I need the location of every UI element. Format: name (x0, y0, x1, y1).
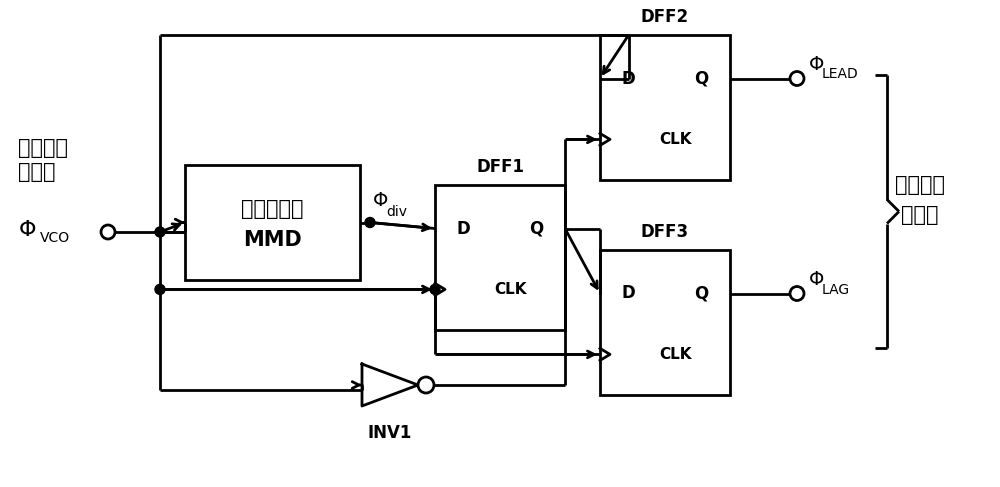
Text: Q: Q (694, 70, 709, 88)
Text: CLK: CLK (494, 282, 527, 297)
Circle shape (430, 284, 440, 295)
Circle shape (365, 218, 375, 227)
Text: 输入端: 输入端 (18, 162, 56, 182)
Text: div: div (386, 206, 407, 220)
Text: D: D (622, 284, 635, 302)
Text: INV1: INV1 (368, 424, 412, 442)
Circle shape (155, 227, 165, 237)
Circle shape (101, 225, 115, 239)
Circle shape (155, 284, 165, 295)
Text: D: D (457, 220, 470, 238)
Bar (185, 165, 360, 280)
Text: CLK: CLK (659, 132, 692, 147)
Text: $\Phi$: $\Phi$ (372, 191, 388, 210)
Bar (435, 185, 565, 330)
Text: $\Phi$: $\Phi$ (808, 55, 824, 74)
Circle shape (418, 377, 434, 393)
Text: LEAD: LEAD (822, 68, 859, 81)
Text: D: D (622, 70, 635, 88)
Bar (600, 35, 730, 180)
Text: 单相时钟: 单相时钟 (18, 138, 68, 158)
Circle shape (790, 72, 804, 86)
Text: DFF3: DFF3 (641, 223, 689, 241)
Text: $\Phi$: $\Phi$ (808, 270, 824, 289)
Text: LAG: LAG (822, 282, 850, 297)
Text: 单相时钟: 单相时钟 (895, 175, 945, 195)
Text: $\Phi$: $\Phi$ (18, 220, 36, 240)
Circle shape (790, 286, 804, 300)
Text: DFF1: DFF1 (476, 158, 524, 176)
Text: 多模分频器: 多模分频器 (241, 199, 304, 219)
Text: DFF2: DFF2 (641, 8, 689, 26)
Text: VCO: VCO (40, 231, 70, 245)
Bar (600, 250, 730, 395)
Text: Q: Q (529, 220, 544, 238)
Text: 输出端: 输出端 (901, 205, 939, 225)
Text: Q: Q (694, 284, 709, 302)
Text: MMD: MMD (243, 230, 302, 250)
Text: CLK: CLK (659, 347, 692, 362)
